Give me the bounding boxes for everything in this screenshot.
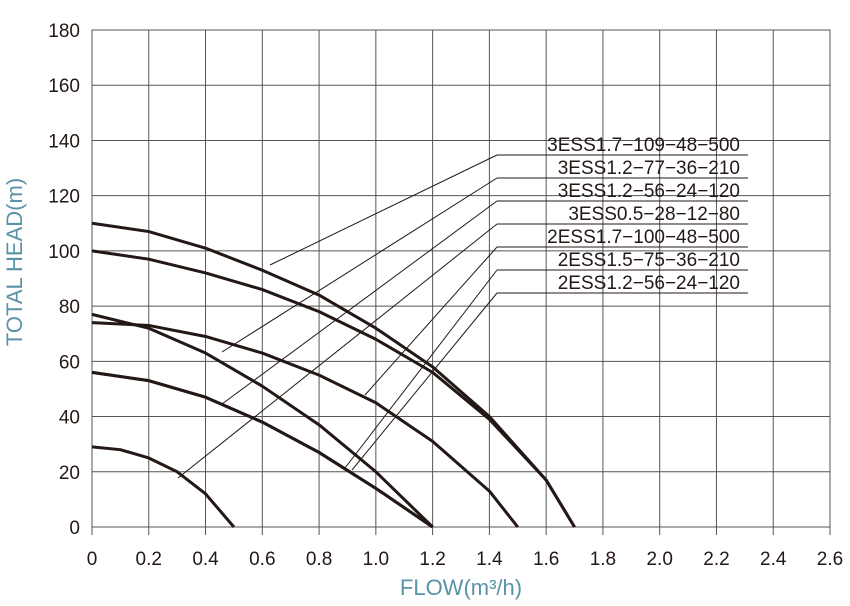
leader-line xyxy=(221,177,498,353)
x-tick-label: 1.6 xyxy=(533,549,559,570)
legend-label: 3ESS1.2−77−36−210 xyxy=(558,158,740,179)
pump-curve xyxy=(91,321,519,528)
y-axis-title: TOTAL HEAD(m) xyxy=(2,178,27,346)
x-tick-label: 0.6 xyxy=(249,549,275,570)
y-tick-label: 140 xyxy=(48,131,80,152)
y-tick-label: 40 xyxy=(59,408,80,429)
y-tick-label: 0 xyxy=(69,518,80,539)
pump-curve xyxy=(91,370,434,529)
legend-label: 2ESS1.7−100−48−500 xyxy=(547,227,740,248)
legend-label: 3ESS1.7−109−48−500 xyxy=(547,135,740,156)
y-tick-label: 80 xyxy=(59,297,80,318)
leader-line xyxy=(351,292,498,471)
legend-label: 2ESS1.2−56−24−120 xyxy=(558,273,740,294)
pump-curve xyxy=(91,312,434,529)
leader-line xyxy=(221,200,498,405)
x-tick-label: 0.4 xyxy=(192,549,219,570)
y-tick-label: 100 xyxy=(48,242,80,263)
x-tick-label: 2.4 xyxy=(760,549,787,570)
y-tick-label: 60 xyxy=(59,352,80,373)
x-tick-label: 1.4 xyxy=(476,549,503,570)
x-tick-label: 2.6 xyxy=(817,549,843,570)
leader-line xyxy=(269,154,498,266)
leader-line xyxy=(177,223,498,479)
leader-line xyxy=(364,246,498,396)
x-tick-label: 1.8 xyxy=(590,549,616,570)
x-tick-label: 0.2 xyxy=(136,549,162,570)
legend-label: 2ESS1.5−75−36−210 xyxy=(558,250,740,271)
pump-curve xyxy=(91,249,576,528)
x-axis-title: FLOW(m³/h) xyxy=(400,575,522,600)
y-tick-label: 120 xyxy=(48,187,80,208)
x-tick-label: 2.0 xyxy=(646,549,672,570)
legend-label: 3ESS1.2−56−24−120 xyxy=(558,181,740,202)
y-tick-label: 20 xyxy=(59,463,80,484)
leader-line xyxy=(344,269,498,469)
x-tick-label: 0.8 xyxy=(306,549,332,570)
pump-curve xyxy=(91,221,576,528)
x-tick-label: 0 xyxy=(87,549,98,570)
y-tick-label: 180 xyxy=(48,21,80,42)
y-tick-label: 160 xyxy=(48,76,80,97)
x-tick-label: 2.2 xyxy=(703,549,729,570)
x-tick-label: 1.2 xyxy=(419,549,445,570)
x-tick-label: 1.0 xyxy=(363,549,389,570)
plot-frame xyxy=(91,29,831,528)
pump-curve xyxy=(91,445,236,528)
legend-label: 3ESS0.5−28−12−80 xyxy=(568,204,740,225)
